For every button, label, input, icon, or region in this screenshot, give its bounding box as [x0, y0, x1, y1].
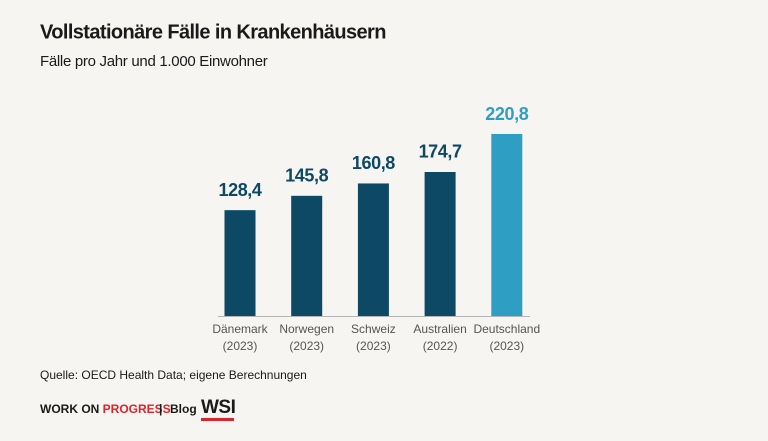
x-tick-label: Schweiz (2023)	[351, 322, 396, 353]
value-label: 220,8	[485, 104, 528, 124]
x-tick-label-line: Schweiz	[351, 322, 396, 336]
bar	[357, 183, 389, 316]
value-label: 174,7	[419, 142, 462, 162]
value-label: 145,8	[285, 166, 328, 186]
x-tick-label-line: Deutschland	[473, 322, 540, 336]
value-label: 160,8	[352, 153, 395, 173]
bar	[291, 195, 323, 316]
x-tick-label: Dänemark (2023)	[212, 322, 268, 353]
blog: Blog	[170, 402, 197, 416]
brand: WORK ON PROGRESS	[40, 402, 171, 416]
separator: |	[159, 402, 162, 416]
x-tick-label-line: (2023)	[356, 339, 391, 353]
value-label: 128,4	[218, 180, 261, 200]
logo-underline	[201, 418, 234, 421]
x-tick-label-line: Australien	[413, 322, 466, 336]
x-tick-label: Australien (2022)	[413, 322, 466, 353]
logo: WSI	[201, 397, 236, 418]
source: Quelle: OECD Health Data; eigene Berechn…	[40, 368, 307, 382]
bar	[424, 171, 456, 316]
chart-title: Vollstationäre Fälle in Krankenhäusern	[40, 21, 386, 43]
x-tick-label-line: (2023)	[489, 339, 524, 353]
brand-part: WORK ON	[40, 402, 99, 416]
x-tick-label-line: Norwegen	[279, 322, 334, 336]
brand-part: PROGRESS	[103, 402, 171, 416]
x-tick-label-line: Dänemark	[212, 322, 268, 336]
x-tick-label: Deutschland (2023)	[473, 322, 540, 353]
x-tick-label-line: (2023)	[289, 339, 324, 353]
bar	[491, 134, 523, 316]
x-tick-label: Norwegen (2023)	[279, 322, 334, 353]
x-tick-label-line: (2022)	[423, 339, 458, 353]
bar	[224, 210, 256, 316]
chart-subtitle: Fälle pro Jahr und 1.000 Einwohner	[40, 53, 268, 70]
x-tick-label-line: (2023)	[223, 339, 258, 353]
